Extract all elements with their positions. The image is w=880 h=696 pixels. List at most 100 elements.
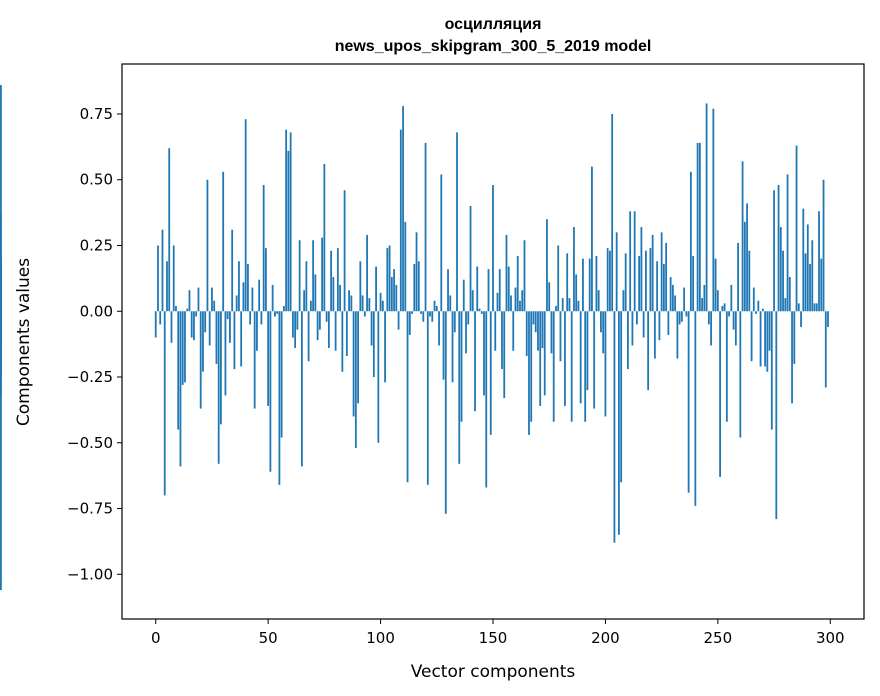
- bar: [368, 298, 371, 312]
- bar: [467, 311, 470, 325]
- bar: [199, 311, 202, 409]
- bar: [507, 266, 510, 312]
- bar: [723, 303, 726, 312]
- bar: [543, 311, 546, 396]
- bar: [309, 300, 312, 312]
- bar: [613, 311, 616, 543]
- bar: [636, 311, 638, 325]
- bar: [582, 258, 584, 312]
- y-tick-label: 0.00: [80, 302, 113, 320]
- bar: [193, 311, 195, 341]
- bar: [305, 261, 308, 312]
- bar: [606, 248, 609, 312]
- bar: [485, 311, 488, 488]
- bar: [440, 174, 443, 312]
- y-axis-label: Components values: [14, 258, 34, 426]
- bar: [575, 274, 578, 312]
- bar: [600, 311, 602, 333]
- bar: [773, 190, 775, 312]
- bar: [449, 295, 452, 312]
- bar: [251, 287, 254, 312]
- bar: [456, 132, 458, 312]
- bar: [426, 311, 429, 485]
- bar: [739, 311, 742, 438]
- bar: [462, 279, 465, 312]
- y-tick-label: −0.75: [67, 500, 113, 518]
- bar: [568, 298, 571, 312]
- bar: [438, 311, 440, 346]
- bar: [202, 311, 204, 372]
- bar: [260, 311, 263, 325]
- bar: [471, 290, 474, 312]
- bar: [768, 311, 771, 351]
- bar: [314, 274, 317, 312]
- bar: [791, 311, 793, 404]
- bar: [240, 311, 243, 367]
- bar: [539, 311, 542, 406]
- bar: [784, 298, 787, 312]
- bar: [570, 311, 573, 422]
- bar: [188, 290, 191, 312]
- bar: [761, 308, 764, 312]
- bar: [755, 311, 757, 314]
- bar: [242, 282, 245, 312]
- bar: [694, 311, 697, 506]
- bar: [157, 245, 159, 312]
- bar: [638, 256, 641, 312]
- bar: [552, 311, 555, 422]
- bar: [413, 263, 416, 312]
- bar: [528, 311, 530, 435]
- bar: [669, 277, 672, 312]
- bar: [244, 119, 247, 312]
- y-tick-label: 0.50: [80, 171, 113, 189]
- bar: [516, 256, 519, 312]
- bar: [226, 311, 229, 320]
- bar: [0, 258, 2, 312]
- bar: [609, 250, 611, 312]
- bar: [573, 227, 575, 312]
- bar: [624, 253, 627, 312]
- bar: [287, 150, 290, 312]
- bar: [496, 292, 499, 312]
- bar: [752, 287, 755, 312]
- bar: [818, 211, 820, 312]
- bar: [379, 292, 382, 312]
- bar: [298, 240, 301, 312]
- bar: [276, 311, 279, 314]
- bar: [478, 308, 481, 312]
- bar: [703, 284, 706, 312]
- bar: [316, 311, 319, 341]
- bar: [824, 311, 827, 388]
- bar: [809, 263, 811, 312]
- bar: [386, 248, 389, 312]
- bar: [451, 311, 454, 383]
- bar: [197, 287, 200, 312]
- bar: [777, 185, 780, 312]
- bar: [680, 311, 683, 322]
- bar: [766, 311, 769, 372]
- bar: [172, 245, 175, 312]
- bar: [325, 311, 328, 322]
- bar: [555, 305, 557, 312]
- bar: [289, 132, 292, 312]
- x-tick-label: 50: [259, 629, 278, 647]
- bar: [476, 266, 479, 312]
- bar: [656, 261, 659, 312]
- bar: [357, 311, 359, 404]
- bar: [557, 245, 560, 312]
- bar: [750, 311, 753, 362]
- bar: [294, 311, 297, 349]
- y-axis-ticks: 0.75 0.50 0.25 0.00 −0.25 −0.50 −0.75 −1.00: [67, 105, 122, 583]
- bar: [566, 253, 569, 312]
- bar: [332, 277, 335, 312]
- bar: [584, 311, 587, 422]
- bar: [525, 311, 528, 356]
- bar: [258, 279, 261, 312]
- bar: [256, 311, 258, 351]
- bar: [300, 311, 303, 467]
- bar: [354, 311, 357, 449]
- bar: [782, 250, 784, 312]
- bar: [489, 311, 492, 435]
- bar: [184, 311, 186, 383]
